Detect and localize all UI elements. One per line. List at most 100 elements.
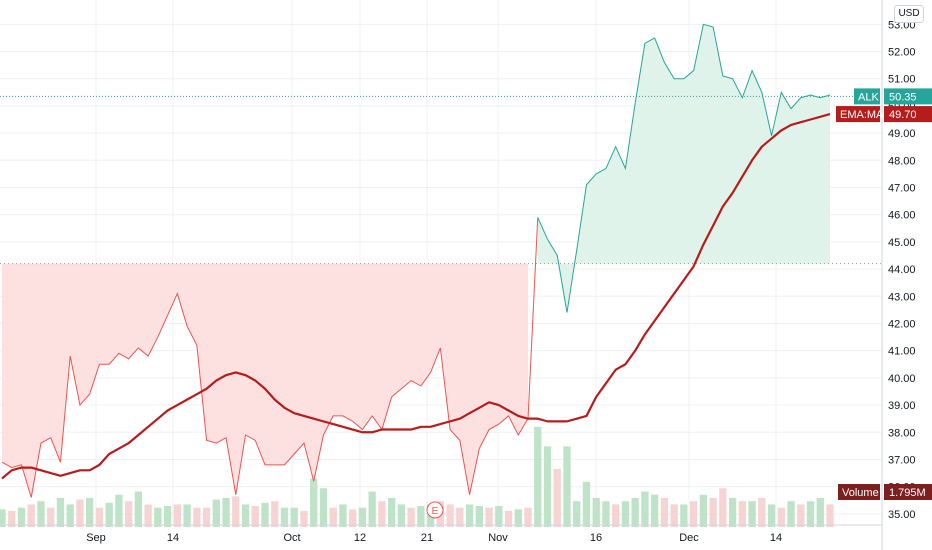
series-lines (1, 23, 831, 498)
volume-tag-label-bg (838, 484, 880, 500)
volume-bar (641, 491, 649, 527)
volume-bar (368, 491, 376, 527)
time-tick-label: Nov (488, 532, 508, 544)
volume-bar (816, 497, 824, 527)
volume-tag-value-bg (884, 484, 932, 500)
volume-bar (251, 506, 259, 527)
volume-bar (261, 502, 269, 527)
volume-bar (47, 507, 55, 527)
volume-bar (777, 507, 785, 527)
alk-tag-label-bg (854, 88, 880, 105)
price-tick-label: 46.00 (888, 210, 916, 222)
volume-bar (37, 501, 45, 527)
volume-bar (592, 497, 600, 527)
volume-bar (310, 478, 318, 527)
volume-bar (465, 504, 474, 527)
price-tick-label: 52.00 (888, 47, 916, 59)
volume-bar (787, 501, 795, 527)
time-axis[interactable]: Sep 14 Oct 12 21 Nov 16 Dec 14 (0, 524, 882, 544)
volume-bar (456, 507, 464, 527)
volume-bar (582, 481, 591, 527)
earnings-event-circle[interactable] (426, 501, 444, 519)
time-tick-label: Sep (86, 532, 106, 544)
alk-tag-value: 50.35 (889, 91, 917, 103)
volume-bar (485, 507, 493, 527)
volume-bar (719, 488, 727, 527)
volume-bar (748, 501, 756, 527)
currency-label[interactable]: USD (894, 5, 924, 23)
volume-bar (202, 507, 211, 527)
volume-bar (826, 504, 834, 527)
volume-bar (758, 497, 766, 527)
volume-bar (543, 446, 552, 527)
volume-bar (621, 501, 630, 527)
event-marker[interactable]: E (426, 501, 444, 519)
price-tick-label: 45.00 (888, 237, 916, 249)
volume-tag-value: 1.795M (889, 487, 926, 499)
volume-bar (670, 504, 678, 527)
price-tags: 50.35 ALK 49.70 EMA:MA 1.795M Volume (836, 88, 932, 500)
volume-bar (397, 504, 406, 527)
volume-bar (504, 510, 513, 527)
volume-bar (534, 427, 542, 527)
ema-tag-label-bg (836, 106, 880, 123)
volume-bar (17, 507, 26, 527)
volume-bar (319, 488, 328, 527)
volume-bar (680, 504, 688, 527)
volume-bar (56, 497, 65, 527)
volume-bar (339, 504, 347, 527)
volume-bar (183, 504, 191, 527)
price-tick-label: 40.00 (888, 373, 916, 385)
volume-bar (280, 507, 289, 527)
time-tick-label: 14 (167, 532, 179, 544)
volume-bar (767, 504, 776, 527)
ema-tag-value-bg (884, 106, 932, 123)
price-tick-label: 41.00 (888, 346, 916, 358)
volume-bar (124, 501, 133, 527)
volume-bar (241, 504, 250, 527)
volume-bar (358, 507, 367, 527)
volume-bar (134, 491, 143, 527)
volume-bar (329, 507, 337, 527)
volume-bar (27, 504, 35, 527)
volume-bar (115, 494, 123, 527)
price-tick-label: 43.00 (888, 291, 916, 303)
alk-price-line-up (537, 23, 831, 313)
volume-bar (417, 506, 425, 527)
volume-bar (378, 501, 386, 527)
volume-bar (689, 501, 698, 527)
volume-bar (407, 507, 415, 527)
volume-bar (66, 504, 74, 527)
below-baseline-fill (2, 263, 529, 498)
volume-bar (271, 501, 279, 527)
volume-bar (738, 501, 746, 527)
volume-bar (349, 509, 357, 527)
volume-bar (105, 502, 113, 527)
volume-bar (300, 510, 308, 527)
alk-tag-label: ALK (858, 91, 879, 103)
volume-bar (8, 510, 16, 527)
baseline-fill-areas (2, 24, 830, 498)
ema-tag-label: EMA:MA (840, 109, 884, 121)
price-axis[interactable]: 35.0036.0037.0038.0039.0040.0041.0042.00… (881, 0, 916, 550)
volume-bar (154, 507, 162, 527)
ema-tag-value: 49.70 (889, 109, 917, 121)
time-tick-label: 16 (590, 532, 602, 544)
volume-bar (193, 507, 201, 527)
price-tick-label: 49.00 (888, 128, 916, 140)
volume-bar (651, 494, 659, 527)
volume-bar (699, 494, 708, 527)
volume-bar (95, 507, 104, 527)
volume-bars (0, 427, 834, 527)
volume-bar (631, 497, 639, 527)
price-tick-label: 38.00 (888, 427, 916, 439)
volume-bar (232, 496, 240, 527)
alk-tag-value-bg (884, 88, 932, 105)
price-tick-label: 37.00 (888, 454, 916, 466)
time-tick-label: 12 (354, 532, 366, 544)
volume-bar (446, 504, 454, 527)
volume-bar (612, 504, 620, 527)
volume-bar (173, 504, 181, 527)
volume-bar (495, 506, 503, 527)
